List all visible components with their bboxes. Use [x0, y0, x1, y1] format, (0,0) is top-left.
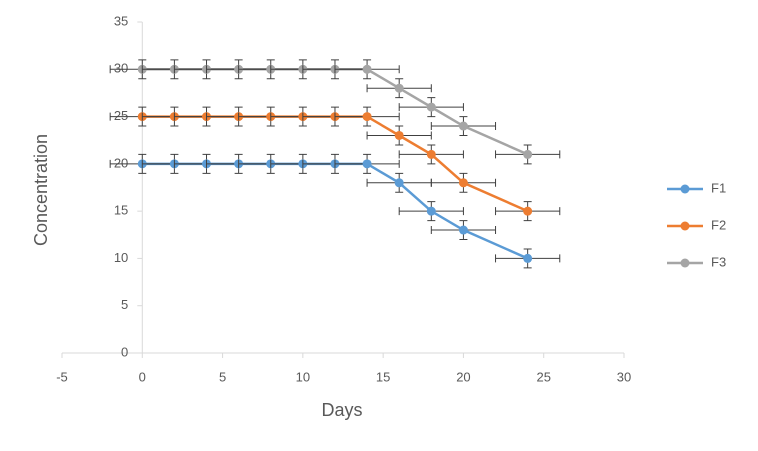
legend-label: F3: [711, 254, 726, 269]
marker: [523, 149, 533, 159]
marker: [523, 253, 533, 263]
legend-marker: [680, 184, 690, 194]
series-line: [142, 162, 529, 260]
marker: [394, 178, 404, 188]
marker: [523, 206, 533, 216]
legend-label: F1: [711, 180, 726, 195]
marker: [458, 121, 468, 131]
marker: [426, 206, 436, 216]
marker: [362, 112, 372, 122]
marker: [458, 178, 468, 188]
y-tick-label: 5: [121, 297, 128, 312]
y-tick-label: 0: [121, 344, 128, 359]
x-tick-label: 15: [376, 369, 390, 384]
x-tick-label: 30: [617, 369, 631, 384]
marker: [426, 149, 436, 159]
x-tick-label: 0: [139, 369, 146, 384]
x-tick-label: 5: [219, 369, 226, 384]
marker: [362, 64, 372, 74]
y-tick-label: 15: [114, 203, 128, 218]
y-tick-label: 25: [114, 108, 128, 123]
marker: [394, 130, 404, 140]
marker: [362, 159, 372, 169]
y-tick-label: 35: [114, 13, 128, 28]
x-tick-label: 25: [536, 369, 550, 384]
legend-marker: [680, 221, 690, 231]
x-axis-title: Days: [321, 400, 362, 420]
marker: [458, 225, 468, 235]
y-tick-label: 10: [114, 250, 128, 265]
y-tick-label: 30: [114, 61, 128, 76]
marker: [394, 83, 404, 93]
y-tick-label: 20: [114, 155, 128, 170]
legend-label: F2: [711, 217, 726, 232]
x-tick-label: 10: [296, 369, 310, 384]
y-axis-title: Concentration: [31, 134, 51, 246]
x-tick-label: 20: [456, 369, 470, 384]
legend-marker: [680, 258, 690, 268]
marker: [426, 102, 436, 112]
x-tick-label: -5: [56, 369, 68, 384]
